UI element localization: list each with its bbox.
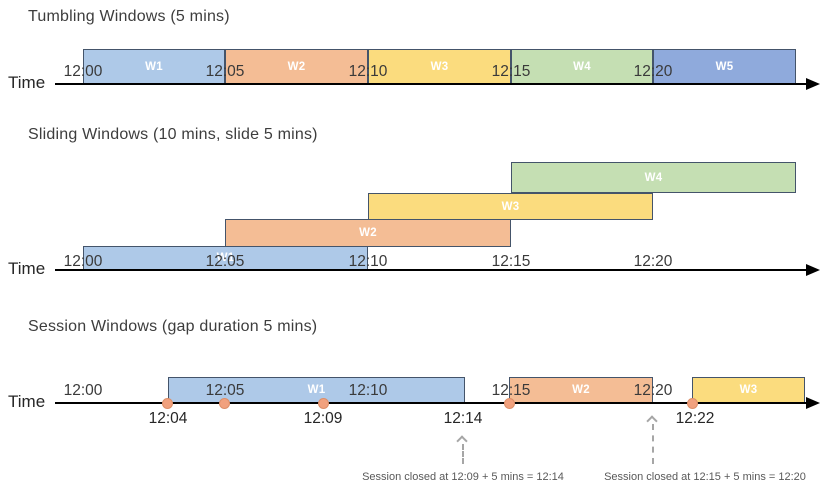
tick-label: 12:20: [633, 63, 673, 80]
tick-label: 12:00: [63, 253, 103, 270]
window-box-w3: W3: [368, 193, 653, 220]
window-box-w2: W2: [225, 219, 511, 247]
window-box-w5: W5: [653, 49, 796, 84]
window-label: W3: [501, 200, 520, 213]
axis-arrowhead-icon: [806, 264, 820, 276]
tick-label: 12:10: [348, 63, 388, 80]
tick-label: 12:15: [491, 63, 531, 80]
event-dot: [219, 398, 230, 409]
window-box-w2: W2: [225, 49, 368, 84]
window-label: W2: [287, 60, 306, 73]
window-label: W3: [430, 60, 449, 73]
event-time-label: 12:09: [303, 410, 343, 427]
time-axis: [55, 269, 808, 271]
tick-label: 12:20: [633, 382, 673, 399]
dashed-arrow-line: [652, 424, 654, 464]
time-axis: [55, 402, 808, 404]
window-label: W1: [216, 252, 235, 264]
tick-label: 12:00: [63, 382, 103, 399]
window-box-w3: W3: [692, 377, 805, 403]
session-close-annotation: Session closed at 12:15 + 5 mins = 12:20: [604, 471, 806, 483]
event-time-label: 12:04: [148, 410, 188, 427]
tick-label: 12:05: [205, 253, 245, 270]
tick-label: 12:10: [348, 253, 388, 270]
window-label: W2: [359, 227, 377, 239]
event-time-label: 12:22: [675, 410, 715, 427]
tick-label: 12:00: [63, 63, 103, 80]
window-label: W1: [145, 60, 163, 73]
window-label: W2: [572, 384, 590, 396]
axis-arrowhead-icon: [806, 397, 820, 409]
event-time-label: 12:14: [443, 410, 483, 427]
tick-label: 12:05: [205, 63, 245, 80]
time-axis-label: Time: [8, 259, 46, 278]
window-box-w1: W1: [168, 377, 465, 403]
window-label: W3: [739, 384, 758, 396]
session-close-annotation: Session closed at 12:09 + 5 mins = 12:14: [362, 471, 564, 483]
window-box-w4: W4: [511, 49, 653, 84]
section-title: Sliding Windows (10 mins, slide 5 mins): [28, 126, 318, 143]
window-label: W4: [644, 171, 663, 184]
window-label: W4: [573, 60, 591, 73]
event-dot: [318, 398, 329, 409]
tick-label: 12:05: [205, 382, 245, 399]
time-axis-label: Time: [8, 73, 46, 92]
event-dot: [504, 398, 515, 409]
window-label: W5: [715, 60, 734, 73]
event-dot: [162, 398, 173, 409]
event-dot: [687, 398, 698, 409]
dashed-arrow-line: [462, 444, 464, 464]
window-box-w2: W2: [509, 377, 653, 403]
tick-label: 12:10: [348, 382, 388, 399]
window-label: W1: [307, 384, 326, 396]
window-box-w4: W4: [511, 162, 796, 193]
tick-label: 12:20: [633, 253, 673, 270]
axis-arrowhead-icon: [806, 78, 820, 90]
tick-label: 12:15: [491, 382, 531, 399]
section-title: Tumbling Windows (5 mins): [28, 8, 230, 25]
time-axis: [55, 83, 808, 85]
time-axis-label: Time: [8, 392, 46, 411]
section-title: Session Windows (gap duration 5 mins): [28, 318, 318, 335]
tick-label: 12:15: [491, 253, 531, 270]
window-box-w1: W1: [83, 246, 368, 270]
